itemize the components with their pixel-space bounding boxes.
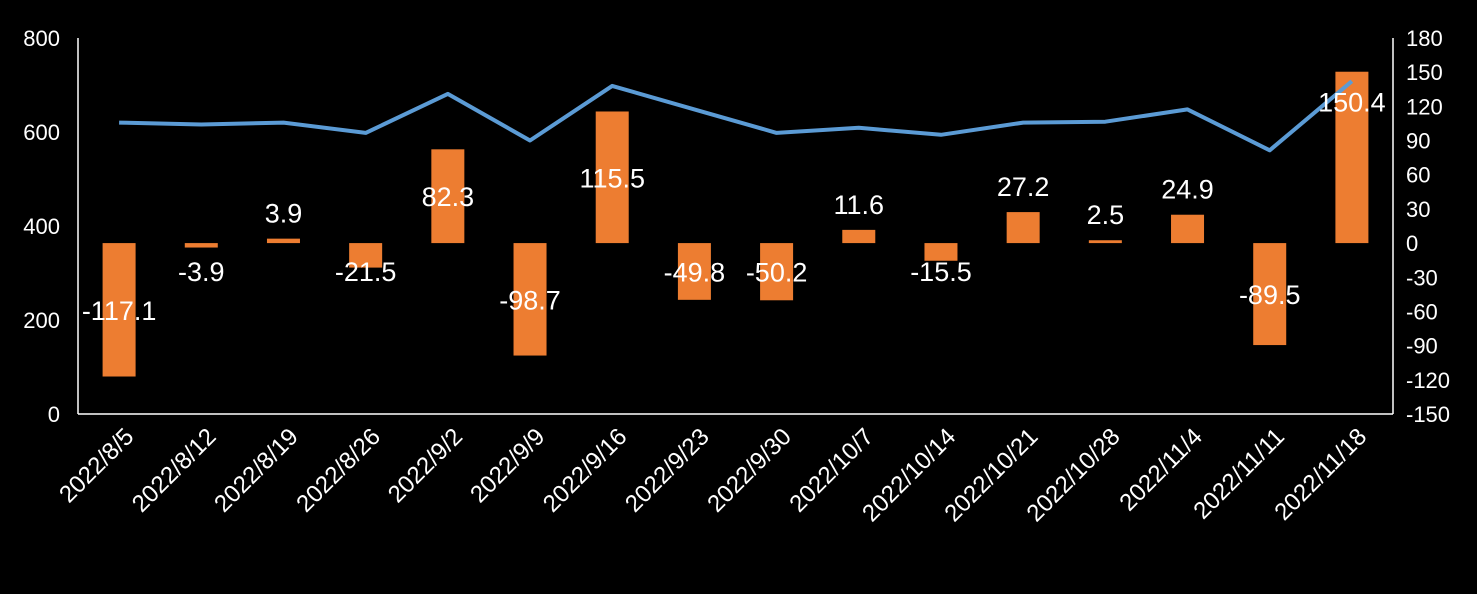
bar-2022/11/11 bbox=[1253, 243, 1287, 346]
left-tick-0: 0 bbox=[48, 402, 60, 427]
bar-2022/8/5 bbox=[102, 243, 136, 377]
bar-2022/10/7 bbox=[842, 229, 876, 244]
right-tick--150: -150 bbox=[1406, 402, 1450, 427]
category-labels: 2022/8/52022/8/122022/8/192022/8/262022/… bbox=[54, 423, 1372, 527]
bar-label-2022/10/21: 27.2 bbox=[997, 172, 1050, 202]
category-label-2022/9/2: 2022/9/2 bbox=[383, 423, 468, 508]
bar-2022/8/12 bbox=[184, 243, 218, 248]
right-tick--120: -120 bbox=[1406, 368, 1450, 393]
bar-label-2022/8/12: -3.9 bbox=[178, 257, 225, 287]
bar-label-2022/9/16: 115.5 bbox=[579, 163, 645, 193]
category-label-2022/8/12: 2022/8/12 bbox=[127, 423, 222, 518]
category-label-2022/9/16: 2022/9/16 bbox=[538, 423, 633, 518]
right-tick-30: 30 bbox=[1406, 197, 1430, 222]
category-label-2022/8/19: 2022/8/19 bbox=[209, 423, 304, 518]
category-label-2022/9/30: 2022/9/30 bbox=[702, 423, 797, 518]
bar-2022/9/9 bbox=[513, 243, 547, 356]
bar-label-2022/8/5: -117.1 bbox=[82, 296, 157, 326]
bar-2022/8/19 bbox=[266, 238, 300, 244]
bar-2022/9/30 bbox=[760, 243, 794, 301]
category-label-2022/8/26: 2022/8/26 bbox=[291, 423, 386, 518]
right-tick-0: 0 bbox=[1406, 231, 1418, 256]
bar-2022/10/28 bbox=[1088, 240, 1122, 244]
left-tick-400: 400 bbox=[23, 214, 60, 239]
line-series bbox=[119, 79, 1354, 153]
bar-2022/10/14 bbox=[924, 243, 958, 261]
category-label-2022/8/5: 2022/8/5 bbox=[54, 423, 139, 508]
left-tick-800: 800 bbox=[23, 26, 60, 51]
right-axis-ticks: -150 -120 -90 -60 -30 0 30 60 90 120 150 180 bbox=[1406, 26, 1450, 427]
bar-label-2022/9/23: -49.8 bbox=[664, 257, 726, 287]
bar-label-2022/11/4: 24.9 bbox=[1161, 175, 1214, 205]
bar-2022/9/23 bbox=[677, 243, 711, 300]
bar-label-2022/11/18: 150.4 bbox=[1318, 88, 1386, 118]
axes bbox=[77, 38, 1394, 415]
bar-2022/9/2 bbox=[431, 149, 465, 244]
bar-2022/10/21 bbox=[1006, 212, 1040, 244]
left-tick-200: 200 bbox=[23, 308, 60, 333]
right-tick--30: -30 bbox=[1406, 265, 1438, 290]
bar-label-2022/8/19: 3.9 bbox=[265, 199, 303, 229]
bar-label-2022/10/14: -15.5 bbox=[910, 257, 972, 287]
line-path bbox=[119, 79, 1354, 153]
left-tick-600: 600 bbox=[23, 120, 60, 145]
bar-2022/9/16 bbox=[595, 111, 629, 244]
bar-label-2022/10/7: 11.6 bbox=[834, 190, 885, 220]
left-axis-ticks: 0 200 400 600 800 bbox=[23, 26, 60, 427]
right-tick--90: -90 bbox=[1406, 334, 1438, 359]
bar-2022/11/4 bbox=[1171, 214, 1205, 244]
bar-series bbox=[102, 71, 1369, 377]
category-label-2022/9/23: 2022/9/23 bbox=[620, 423, 715, 518]
right-tick--60: -60 bbox=[1406, 299, 1438, 324]
right-tick-120: 120 bbox=[1406, 94, 1443, 119]
right-tick-60: 60 bbox=[1406, 163, 1430, 188]
category-label-2022/9/9: 2022/9/9 bbox=[465, 423, 550, 508]
right-tick-90: 90 bbox=[1406, 129, 1430, 154]
bar-label-2022/8/26: -21.5 bbox=[335, 257, 397, 287]
bar-label-2022/11/11: -89.5 bbox=[1239, 280, 1301, 310]
bar-data-labels: -117.1 -3.9 3.9 -21.5 82.3 -98.7 115.5 -49.8 -50… bbox=[82, 88, 1386, 326]
bar-2022/8/26 bbox=[349, 243, 383, 268]
right-tick-180: 180 bbox=[1406, 26, 1443, 51]
bar-label-2022/10/28: 2.5 bbox=[1087, 200, 1125, 230]
bar-2022/11/18 bbox=[1335, 71, 1369, 244]
bar-label-2022/9/30: -50.2 bbox=[746, 258, 808, 288]
right-tick-150: 150 bbox=[1406, 60, 1443, 85]
bar-label-2022/9/2: 82.3 bbox=[422, 182, 475, 212]
bar-label-2022/9/9: -98.7 bbox=[499, 285, 561, 315]
